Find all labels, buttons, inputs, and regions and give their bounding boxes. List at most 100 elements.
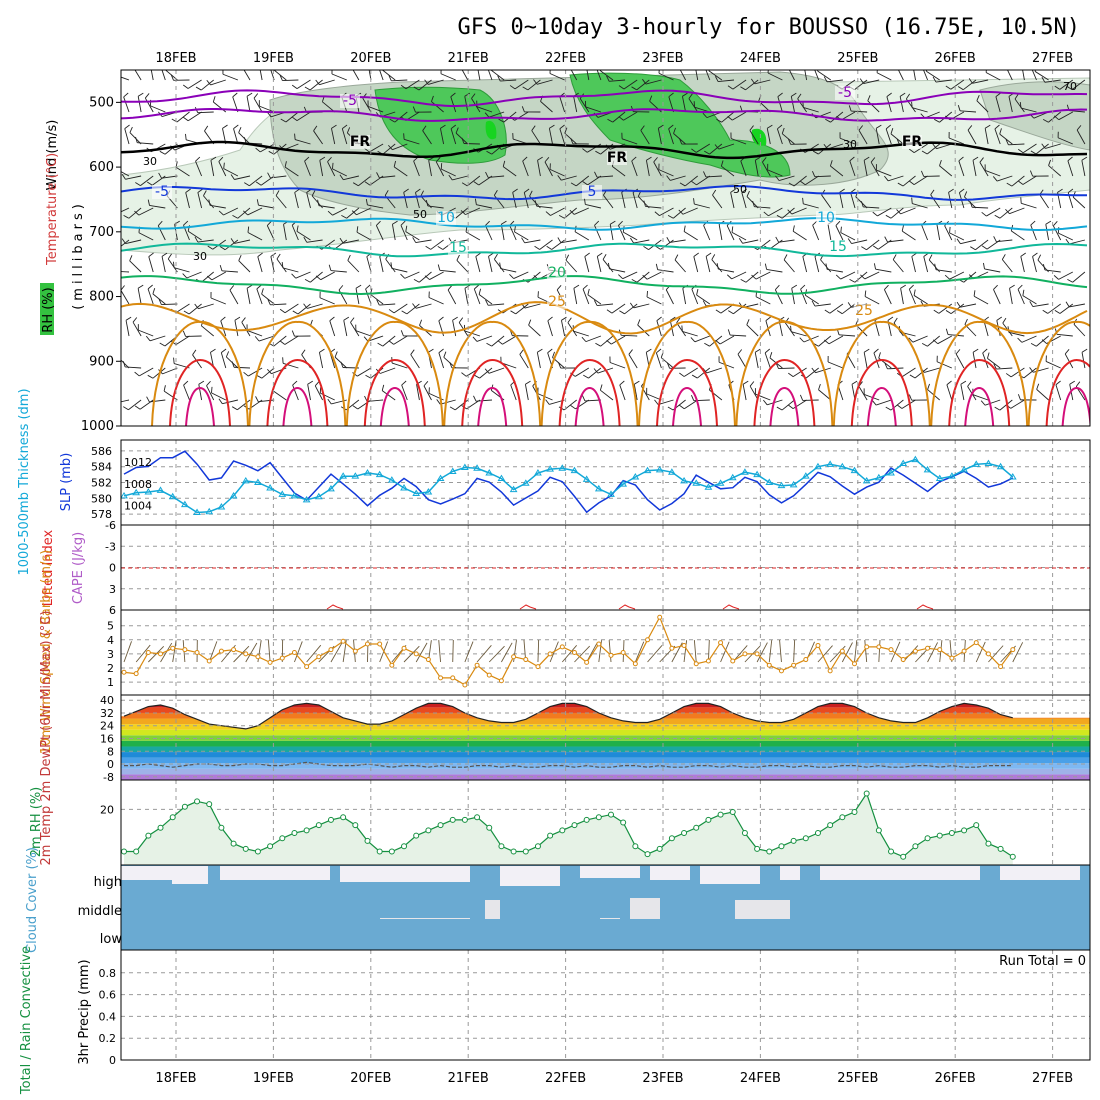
wind-barb-feather: [419, 319, 423, 326]
wind-barb: [645, 79, 662, 85]
wind-barb: [1048, 165, 1061, 177]
wind10m-barb: [148, 645, 165, 663]
wind-barb: [488, 256, 493, 273]
wind-barb-feather: [871, 400, 877, 406]
wind-barb-feather: [581, 336, 587, 342]
rh2m-axis: 20: [100, 803, 114, 816]
wind10m-barb: [123, 641, 132, 663]
wind-barb-feather: [159, 342, 166, 347]
wind-barb: [1052, 225, 1062, 241]
wind-barb: [213, 101, 227, 113]
wind-barb: [210, 297, 226, 305]
wind-barb-feather: [955, 349, 961, 355]
wind-barb-feather: [267, 172, 271, 179]
wind-barb-feather: [229, 285, 235, 291]
wind-barb: [985, 72, 1001, 81]
upper-ylabel-wind: Wind (m/s): [45, 120, 60, 191]
thickness-point: [254, 478, 262, 485]
wind-barb-feather: [583, 374, 589, 379]
isotherm-label: 25: [855, 303, 873, 319]
wind-barb: [632, 192, 638, 209]
rh2m-point: [498, 843, 505, 850]
wind-barb: [197, 192, 203, 209]
wind-barb: [875, 399, 892, 406]
wind-barb: [602, 259, 614, 273]
rh2m-point: [875, 827, 882, 834]
wind-barb: [726, 225, 735, 241]
wind-barb-feather: [885, 406, 892, 411]
wind10m-point: [778, 668, 784, 674]
wind10m-barb: [245, 642, 258, 663]
cape-ylabel: CAPE (J/kg): [71, 532, 86, 604]
wind-barb: [682, 96, 687, 113]
cloud-high-clear: [700, 866, 760, 884]
wind-barb-feather: [253, 93, 259, 99]
wind-barb: [404, 271, 420, 279]
date-label-top: 20FEB: [350, 51, 391, 66]
isotherm-label-bg: [547, 295, 567, 309]
thickness-point: [948, 472, 956, 479]
wind-barb-feather: [893, 317, 898, 324]
wind10m-tick: 2: [107, 662, 114, 675]
wind-barb-feather: [582, 148, 588, 153]
wind-barb-feather: [655, 245, 661, 250]
wind10m-point: [547, 651, 553, 657]
wind10m-barb: [683, 640, 688, 663]
wind-barb-feather: [279, 74, 283, 81]
thickness-point: [278, 490, 287, 497]
wind-barb: [476, 106, 493, 113]
wind10m-point: [498, 678, 504, 684]
wind-barb-feather: [222, 124, 228, 129]
wind-barb: [754, 160, 759, 177]
wind-barb: [573, 207, 589, 215]
temperature-band: [121, 746, 1090, 753]
wind-barb: [1034, 71, 1049, 81]
wind-barb-feather: [932, 76, 937, 83]
wind-barb-feather: [631, 278, 638, 283]
wind-barb-feather: [1066, 86, 1073, 90]
wind-barb-feather: [502, 160, 506, 167]
temperature-series: [123, 702, 1013, 730]
wind-barb-feather: [210, 156, 217, 161]
wind-barb: [927, 335, 940, 347]
wind-barb-feather: [666, 362, 671, 369]
rh2m-point: [254, 848, 261, 855]
wind-barb: [830, 165, 844, 177]
wind-barb: [851, 239, 868, 244]
wind-barb-feather: [219, 264, 223, 271]
wind-barb: [814, 175, 831, 178]
wind-barb-feather: [670, 316, 676, 321]
wind-barb-feather: [296, 225, 299, 232]
rh2m-panel: 20 2m RH (%): [29, 779, 1091, 866]
wind-barb: [864, 393, 880, 401]
thickness-point: [121, 491, 128, 499]
wind10m-point: [596, 641, 602, 647]
wind-barb: [682, 207, 698, 215]
wind-barb-feather: [967, 381, 972, 387]
wind-barb: [986, 207, 1001, 217]
wind-barb-feather: [679, 372, 685, 377]
isotherm-35-loop: [769, 386, 800, 426]
wind-barb: [996, 175, 1013, 182]
wind-barb: [167, 258, 178, 273]
wind-barb-feather: [1017, 337, 1023, 343]
cloud-middle-clear: [630, 898, 660, 919]
thickness-point: [801, 472, 810, 479]
wind-barb: [839, 192, 844, 209]
wind-barb-feather: [317, 199, 320, 206]
rh2m-point: [632, 843, 639, 850]
isotherm-20: [121, 275, 1088, 296]
wind-barb-feather: [972, 348, 979, 353]
wind-barb: [544, 161, 553, 177]
wind-barb-feather: [403, 188, 409, 193]
slp-tick: 1004: [124, 500, 152, 513]
isotherm-35-loop: [866, 386, 897, 426]
wind-barb: [1047, 303, 1061, 314]
wind-barb: [979, 162, 989, 177]
wind-barb: [774, 289, 783, 305]
wind-barb: [415, 192, 420, 209]
wind-barb-feather: [400, 273, 406, 279]
wind-barb-feather: [654, 399, 659, 405]
wind-barb-feather: [246, 92, 253, 97]
date-label-bottom: 25FEB: [837, 1071, 878, 1086]
